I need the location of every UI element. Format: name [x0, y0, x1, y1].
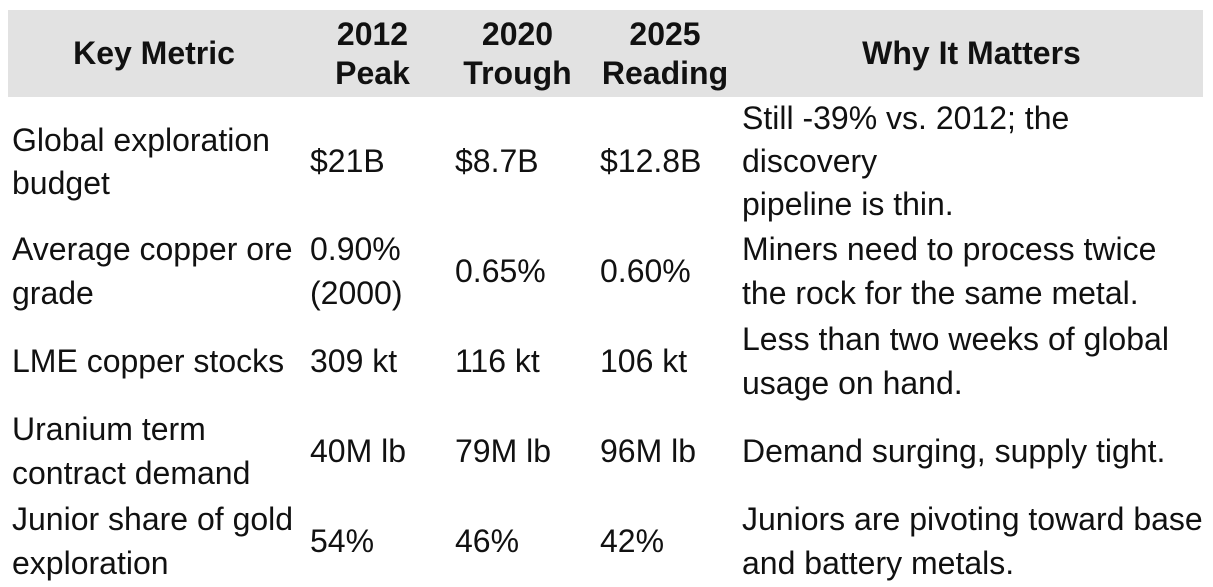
column-header-2012-peak: 2012 Peak: [300, 10, 445, 97]
table-header: Key Metric 2012 Peak 2020 Trough 2025 Re…: [8, 10, 1203, 97]
cell-2012-peak: 309 kt: [310, 342, 398, 379]
header-row: Key Metric 2012 Peak 2020 Trough 2025 Re…: [8, 10, 1203, 97]
cell-2020-trough: 79M lb: [455, 432, 552, 469]
table-row: Junior share of gold exploration 54% 46%…: [8, 497, 1203, 587]
cell-metric: Global exploration budget: [12, 121, 270, 201]
key-metrics-table: Key Metric 2012 Peak 2020 Trough 2025 Re…: [8, 10, 1203, 587]
cell-2012-peak: 0.90% (2000): [310, 231, 403, 311]
cell-why-it-matters: Less than two weeks of global usage on h…: [742, 321, 1169, 401]
cell-2020-trough: 116 kt: [455, 342, 540, 379]
cell-2025-reading: 42%: [600, 522, 665, 559]
table-row: Uranium term contract demand 40M lb 79M …: [8, 407, 1203, 497]
column-header-why-it-matters: Why It Matters: [740, 10, 1203, 97]
cell-2025-reading: 106 kt: [600, 342, 688, 379]
cell-why-it-matters: Miners need to process twice the rock fo…: [742, 231, 1157, 311]
cell-2025-reading: $12.8B: [600, 143, 702, 180]
cell-2020-trough: $8.7B: [455, 143, 539, 180]
cell-metric: Junior share of gold exploration: [12, 501, 294, 581]
cell-2025-reading: 0.60%: [600, 252, 691, 289]
cell-why-it-matters: Demand surging, supply tight.: [742, 432, 1166, 469]
cell-why-it-matters: Juniors are pivoting toward base and bat…: [742, 501, 1203, 581]
cell-metric: Average copper ore grade: [12, 231, 293, 311]
cell-2025-reading: 96M lb: [600, 432, 697, 469]
cell-2012-peak: 40M lb: [310, 432, 407, 469]
cell-why-it-matters: Still -39% vs. 2012; the discovery pipel…: [742, 100, 1070, 223]
cell-metric: LME copper stocks: [12, 342, 285, 379]
column-header-key-metric: Key Metric: [8, 10, 300, 97]
cell-2020-trough: 46%: [455, 522, 520, 559]
table-row: Global exploration budget $21B $8.7B $12…: [8, 97, 1203, 227]
column-header-2020-trough: 2020 Trough: [445, 10, 590, 97]
cell-2020-trough: 0.65%: [455, 252, 546, 289]
cell-metric: Uranium term contract demand: [12, 411, 251, 491]
table-row: Average copper ore grade 0.90% (2000) 0.…: [8, 227, 1203, 317]
cell-2012-peak: $21B: [310, 143, 385, 180]
cell-2012-peak: 54%: [310, 522, 375, 559]
table-body: Global exploration budget $21B $8.7B $12…: [8, 97, 1203, 587]
table-row: LME copper stocks 309 kt 116 kt 106 kt L…: [8, 317, 1203, 407]
column-header-2025-reading: 2025 Reading: [590, 10, 740, 97]
